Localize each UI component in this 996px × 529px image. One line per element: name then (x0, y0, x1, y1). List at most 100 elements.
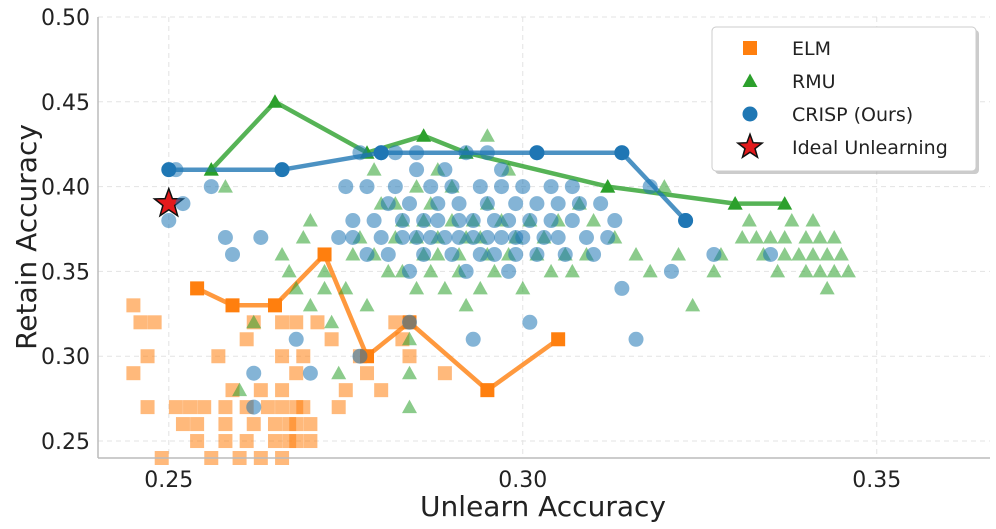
crisp-ours-point (352, 145, 368, 161)
rmu-frontier-point (777, 196, 793, 210)
elm-point (437, 366, 452, 381)
crisp-ours-point (550, 230, 566, 245)
rmu-point (515, 280, 531, 295)
legend-label-ideal-unlearning: Ideal Unlearning (792, 137, 948, 159)
rmu-point (826, 263, 842, 278)
y-tick-label: 0.30 (41, 345, 90, 370)
crisp-ours-point (494, 179, 510, 195)
rmu-point (317, 263, 333, 278)
elm-point (275, 349, 290, 364)
elm-point (303, 417, 318, 432)
elm-point (331, 400, 346, 415)
rmu-point (706, 263, 722, 278)
rmu-point (685, 297, 701, 312)
elm-point (289, 434, 304, 449)
crisp-ours-point (394, 230, 410, 245)
legend-marker-crisp-ours (742, 106, 758, 122)
elm-point (239, 332, 254, 347)
crisp-ours-frontier-point (274, 162, 290, 178)
crisp-ours-point (663, 263, 679, 279)
legend-marker-elm (743, 41, 757, 55)
crisp-ours-point (409, 230, 425, 245)
elm-point (147, 315, 162, 330)
crisp-ours-point (458, 263, 474, 279)
rmu-point (324, 314, 340, 329)
crisp-ours-point (763, 246, 779, 262)
crisp-ours-point (217, 230, 233, 245)
crisp-ours-point (486, 246, 502, 262)
legend: ELM RMU CRISP (Ours) Ideal Unlearning (711, 26, 979, 174)
crisp-ours-point (486, 213, 502, 229)
rmu-point (727, 196, 743, 210)
elm-point (289, 366, 304, 381)
crisp-ours-point (288, 331, 304, 347)
crisp-ours-point (529, 145, 545, 161)
crisp-ours-point (607, 213, 623, 229)
elm-point (126, 298, 141, 313)
crisp-ours-point (600, 230, 616, 245)
rmu-frontier-line (209, 99, 785, 206)
crisp-ours-point (479, 230, 495, 245)
y-tick-label: 0.35 (41, 260, 90, 285)
crisp-ours-point (387, 145, 403, 161)
rmu-point (840, 263, 856, 278)
crisp-ours-point (578, 230, 594, 245)
crisp-ours-point (444, 246, 460, 262)
rmu-point (833, 246, 849, 261)
legend-label-crisp-ours: CRISP (Ours) (792, 104, 913, 126)
crisp-ours-point (458, 145, 474, 161)
y-tick-label: 0.25 (41, 430, 90, 455)
rmu-point (642, 263, 658, 278)
crisp-ours-point (203, 179, 219, 195)
crisp-ours-point (373, 145, 389, 161)
rmu-point (217, 179, 233, 193)
elm-point (211, 349, 226, 364)
crisp-ours-point (479, 196, 495, 212)
rmu-point (798, 263, 814, 278)
y-tick-label: 0.45 (41, 91, 90, 116)
rmu-point (409, 179, 425, 193)
crisp-ours-point (536, 230, 552, 245)
crisp-ours-point (423, 230, 439, 245)
rmu-point (281, 263, 297, 278)
rmu-point (543, 263, 559, 278)
crisp-ours-point (501, 263, 517, 279)
crisp-ours-point (515, 179, 531, 195)
rmu-point (741, 213, 757, 227)
elm-frontier-point (190, 281, 205, 296)
crisp-ours-point (437, 230, 453, 245)
rmu-point (366, 162, 382, 176)
crisp-ours-point (614, 280, 630, 296)
crisp-ours-point (401, 263, 417, 279)
axes: 0.25 0.30 0.35 0.25 0.30 0.35 0.40 0.45 0.50 (41, 6, 990, 493)
y-tick-label: 0.40 (41, 176, 90, 201)
rmu-point (826, 230, 842, 244)
y-axis-label: Retain Accuracy (10, 124, 43, 350)
elm-frontier-point (225, 298, 240, 313)
elm-point (239, 434, 254, 449)
crisp-ours-point (522, 314, 538, 330)
crisp-ours-point (508, 196, 524, 212)
crisp-ours-point (423, 179, 439, 195)
elm-point (275, 383, 290, 398)
elm-point (260, 400, 275, 415)
crisp-ours-point (628, 331, 644, 347)
elm-point (275, 400, 290, 415)
crisp-ours-point (409, 162, 425, 178)
crisp-ours-point (394, 213, 410, 229)
elm-point (296, 400, 311, 415)
crisp-ours-point (479, 145, 495, 161)
rmu-point (232, 382, 248, 397)
crisp-ours-point (380, 196, 396, 212)
crisp-ours-point (331, 230, 347, 245)
rmu-point (564, 263, 580, 278)
rmu-point (798, 230, 814, 244)
elm-point (338, 383, 353, 398)
elm-point (140, 349, 155, 364)
crisp-ours-point (564, 179, 580, 195)
crisp-ours-point (302, 365, 318, 381)
crisp-ours-point (593, 196, 609, 212)
rmu-point (401, 365, 417, 380)
rmu-point (458, 297, 474, 312)
